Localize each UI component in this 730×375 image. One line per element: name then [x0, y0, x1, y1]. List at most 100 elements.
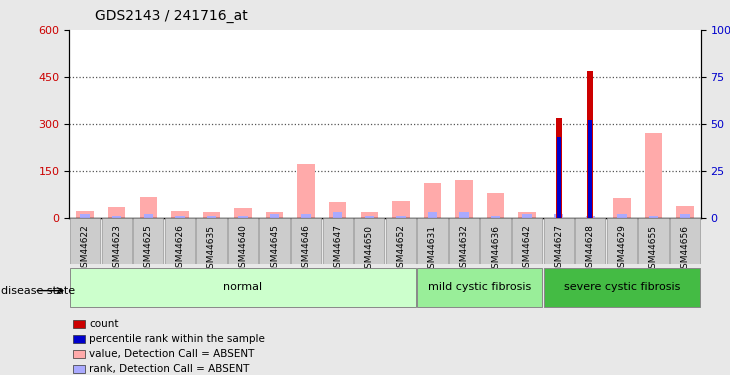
Bar	[133, 217, 164, 264]
Text: GSM44625: GSM44625	[144, 225, 153, 273]
Bar	[544, 217, 574, 264]
Text: percentile rank within the sample: percentile rank within the sample	[89, 334, 265, 344]
Bar	[638, 217, 669, 264]
Text: mild cystic fibrosis: mild cystic fibrosis	[429, 282, 531, 292]
Bar	[333, 212, 342, 217]
Text: GSM44622: GSM44622	[80, 225, 90, 273]
Bar	[556, 117, 561, 218]
Bar	[196, 217, 226, 264]
Bar	[575, 30, 606, 217]
Bar	[364, 216, 374, 217]
Bar	[361, 212, 378, 217]
Bar	[139, 197, 157, 217]
Bar	[297, 164, 315, 218]
Bar	[108, 207, 126, 218]
Text: value, Detection Call = ABSENT: value, Detection Call = ABSENT	[89, 349, 255, 359]
Bar	[77, 211, 94, 218]
Bar	[392, 201, 410, 217]
Text: GSM44656: GSM44656	[680, 225, 690, 273]
Bar	[449, 217, 479, 264]
Text: disease state: disease state	[1, 286, 76, 296]
Text: GSM44632: GSM44632	[459, 225, 469, 273]
Bar	[385, 217, 416, 264]
Bar	[544, 268, 700, 307]
Text: severe cystic fibrosis: severe cystic fibrosis	[564, 282, 680, 292]
Bar	[523, 214, 532, 217]
Bar	[329, 202, 347, 217]
Bar	[418, 268, 542, 307]
Bar	[228, 217, 258, 264]
Bar	[588, 120, 592, 218]
Text: GSM44650: GSM44650	[365, 225, 374, 273]
Bar	[238, 216, 247, 217]
Bar	[607, 217, 637, 264]
Text: GSM44627: GSM44627	[554, 225, 564, 273]
Text: GSM44623: GSM44623	[112, 225, 121, 273]
Bar	[227, 30, 258, 217]
Text: GSM44628: GSM44628	[585, 225, 595, 273]
Bar	[132, 30, 164, 217]
Bar	[417, 30, 448, 217]
Bar	[512, 217, 542, 264]
Bar	[70, 217, 100, 264]
Bar	[459, 212, 469, 217]
Bar	[613, 198, 631, 217]
Bar	[270, 214, 280, 217]
Bar	[80, 214, 90, 217]
Text: GSM44655: GSM44655	[649, 225, 658, 273]
Text: GSM44652: GSM44652	[396, 225, 405, 273]
Text: GSM44635: GSM44635	[207, 225, 216, 273]
Bar	[676, 206, 694, 218]
Bar	[554, 214, 564, 217]
Bar	[456, 180, 473, 218]
Text: GSM44626: GSM44626	[175, 225, 185, 273]
Bar	[637, 30, 669, 217]
Bar	[543, 30, 575, 217]
Bar	[518, 212, 536, 217]
Bar	[144, 214, 153, 217]
Bar	[196, 30, 227, 217]
Text: GSM44642: GSM44642	[523, 225, 531, 273]
Bar	[322, 30, 353, 217]
Bar	[69, 30, 101, 217]
Bar	[203, 212, 220, 217]
Bar	[266, 212, 283, 217]
Bar	[585, 216, 595, 217]
Bar	[353, 30, 385, 217]
Bar	[669, 30, 701, 217]
Bar	[112, 216, 121, 217]
Bar	[649, 216, 658, 217]
Text: normal: normal	[223, 282, 263, 292]
Bar	[680, 214, 690, 217]
Bar	[165, 217, 195, 264]
Text: GSM44631: GSM44631	[428, 225, 437, 273]
Bar	[575, 217, 605, 264]
Bar	[487, 193, 504, 217]
Text: GSM44629: GSM44629	[618, 225, 626, 273]
Text: GDS2143 / 241716_at: GDS2143 / 241716_at	[95, 9, 247, 23]
Bar	[670, 217, 700, 264]
Bar	[588, 70, 593, 217]
Bar	[428, 212, 437, 217]
Bar	[258, 30, 291, 217]
Bar	[101, 217, 132, 264]
Text: GSM44647: GSM44647	[333, 225, 342, 273]
Bar	[291, 30, 322, 217]
Text: GSM44646: GSM44646	[301, 225, 311, 273]
Text: GSM44636: GSM44636	[491, 225, 500, 273]
Bar	[354, 217, 385, 264]
Bar	[423, 183, 441, 218]
Bar	[101, 30, 132, 217]
Bar	[323, 217, 353, 264]
Bar	[259, 217, 290, 264]
Text: GSM44645: GSM44645	[270, 225, 279, 273]
Bar	[385, 30, 417, 217]
Bar	[171, 211, 188, 217]
Bar	[207, 216, 216, 217]
Text: rank, Detection Call = ABSENT: rank, Detection Call = ABSENT	[89, 364, 250, 374]
Bar	[480, 30, 511, 217]
Bar	[70, 268, 416, 307]
Bar	[175, 216, 185, 217]
Bar	[396, 216, 406, 217]
Bar	[557, 137, 561, 218]
